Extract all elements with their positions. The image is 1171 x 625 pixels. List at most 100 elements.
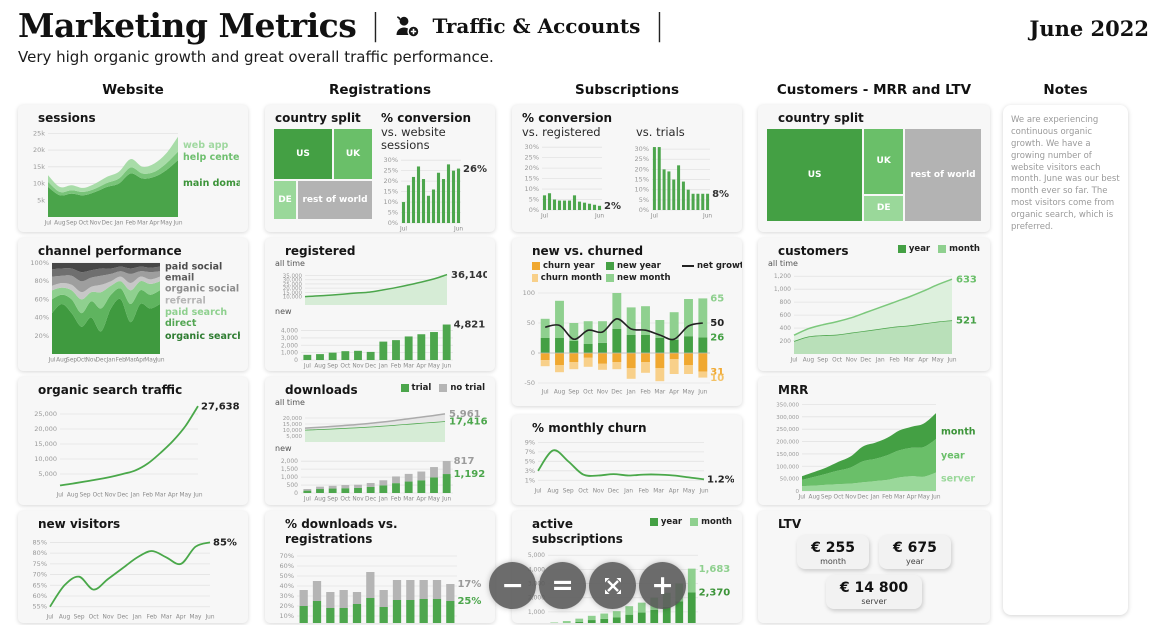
svg-text:25,000: 25,000 (283, 282, 303, 288)
svg-text:60%: 60% (280, 562, 294, 570)
svg-text:40%: 40% (280, 582, 294, 590)
zoom-in-button[interactable]: + (639, 562, 686, 609)
svg-text:Jul: Jul (798, 495, 806, 501)
legend-swatch (938, 245, 947, 253)
svg-text:Nov: Nov (103, 615, 115, 621)
svg-text:30%: 30% (384, 156, 398, 164)
zoom-controls: − = + (489, 562, 686, 609)
chart-title-sub-conversion: % conversion (522, 111, 613, 125)
svg-text:Nov: Nov (352, 364, 364, 370)
svg-text:30%: 30% (635, 145, 649, 153)
svg-text:Oct: Oct (832, 358, 843, 364)
svg-text:Jan: Jan (378, 497, 388, 503)
svg-text:Dec: Dec (860, 358, 871, 364)
zoom-reset-button[interactable]: = (539, 562, 586, 609)
svg-text:10%: 10% (384, 198, 398, 206)
downloads-legend: trial no trial (400, 383, 488, 393)
svg-text:Apr: Apr (669, 489, 680, 495)
new-vs-churned-chart: 100 50 0 -50 Jul Aug Sep Oct Nov Dec Jan Feb Mar Apr M… (520, 283, 734, 396)
svg-text:Oct: Oct (578, 489, 589, 495)
svg-text:0%: 0% (639, 206, 649, 214)
card-mrr: MRR 350,000 300,000 250,000 200,000 150,000 1… (758, 377, 990, 505)
svg-text:Jun: Jun (192, 493, 202, 499)
reg-conversion-chart: 30% 25% 20% 15% 10% 5% 0% Jul Jun 26% (379, 152, 487, 232)
svg-text:400: 400 (780, 325, 792, 332)
column-header-customers: Customers - MRR and LTV (776, 82, 972, 98)
chart-title-downloads: downloads (285, 383, 358, 397)
svg-text:Jul: Jul (44, 221, 52, 227)
treemap-region-rest: rest of world (297, 179, 373, 220)
svg-text:Aug: Aug (554, 390, 566, 396)
new-label: new (275, 307, 292, 316)
svg-text:Dec: Dec (95, 358, 106, 364)
svg-text:1.2%: 1.2% (707, 475, 734, 486)
svg-text:40%: 40% (35, 314, 49, 322)
svg-text:direct: direct (165, 318, 197, 329)
svg-text:1,192: 1,192 (454, 469, 486, 480)
svg-text:Nov: Nov (845, 495, 857, 501)
svg-text:633: 633 (956, 274, 977, 285)
svg-text:50%: 50% (280, 572, 294, 580)
svg-text:Sep: Sep (66, 221, 77, 227)
plus-icon: + (651, 570, 674, 601)
svg-text:5%: 5% (388, 209, 398, 217)
svg-text:5,000: 5,000 (528, 552, 545, 559)
svg-text:3,000: 3,000 (528, 581, 545, 588)
svg-text:Oct: Oct (340, 497, 351, 503)
ltv-year-label: year (905, 557, 924, 566)
svg-text:Apr: Apr (168, 493, 179, 499)
svg-text:server: server (941, 474, 975, 485)
svg-text:25k: 25k (33, 129, 45, 137)
column-header-website: Website (102, 82, 164, 98)
svg-text:Jun: Jun (441, 364, 451, 370)
svg-text:70%: 70% (33, 571, 47, 579)
svg-text:31: 31 (710, 367, 724, 378)
svg-text:1%: 1% (525, 476, 535, 484)
svg-text:1,683: 1,683 (699, 564, 731, 575)
legend-swatch (690, 518, 699, 526)
svg-text:5,000: 5,000 (286, 434, 302, 440)
fullscreen-button[interactable] (589, 562, 636, 609)
chart-title-registered: registered (285, 244, 356, 258)
all-time-label: all time (275, 259, 305, 268)
ltv-server-value: € 14 800 (839, 580, 909, 596)
svg-text:Sep: Sep (563, 489, 574, 495)
svg-text:800: 800 (780, 299, 792, 306)
svg-text:Feb: Feb (147, 615, 158, 621)
svg-text:Aug: Aug (54, 221, 66, 227)
all-time-label: all time (275, 398, 305, 407)
svg-text:Feb: Feb (391, 497, 402, 503)
chart-title-channel: channel performance (38, 244, 182, 258)
svg-text:Oct: Oct (89, 615, 100, 621)
svg-text:0%: 0% (529, 206, 539, 214)
svg-text:Nov: Nov (105, 493, 117, 499)
svg-text:Mar: Mar (654, 390, 666, 396)
svg-text:Mar: Mar (161, 615, 173, 621)
svg-text:Nov: Nov (846, 358, 858, 364)
svg-text:main domain: main domain (183, 178, 240, 189)
notes-text: We are experiencing continuous organic g… (1011, 115, 1120, 233)
svg-text:Apr: Apr (669, 390, 680, 396)
svg-text:2,370: 2,370 (699, 588, 731, 599)
downloads-all-time-chart: 20,000 15,000 10,000 5,000 17,416 5,961 (273, 408, 488, 444)
svg-text:Nov: Nov (593, 489, 605, 495)
svg-text:80%: 80% (33, 549, 47, 557)
svg-text:Dec: Dec (611, 390, 622, 396)
zoom-out-button[interactable]: − (489, 562, 536, 609)
chart-title-new-vs-churned: new vs. churned (532, 244, 644, 258)
customers-chart: 1,200 1,000 800 600 400 200 Jul Aug Sep Oct Nov Dec… (766, 269, 982, 363)
legend-item: year (649, 517, 682, 527)
svg-text:Dec: Dec (365, 497, 376, 503)
new-visitors-chart: 85% 80% 75% 70% 65% 60% 55% Jul Aug Sep Oct Nov Dec J… (26, 532, 240, 621)
legend-item: churn month (532, 273, 602, 283)
svg-text:Sep: Sep (74, 615, 85, 621)
svg-text:Apr: Apr (907, 495, 918, 501)
svg-text:17,416: 17,416 (449, 416, 487, 427)
svg-text:15%: 15% (635, 176, 649, 184)
card-monthly-churn: % monthly churn 9% 7% 5% 3% 1% Jul Aug Sep Oct No… (512, 415, 742, 505)
legend-swatch (606, 274, 614, 282)
person-add-icon (394, 15, 421, 43)
new-vs-churned-legend: churn year new year net growth churn month n… (520, 259, 742, 283)
card-sessions: sessions 25k 20k 15k 10k 5k Jul Aug Sep Oct Nov De… (18, 105, 248, 232)
treemap-region-de: DE (273, 179, 297, 220)
